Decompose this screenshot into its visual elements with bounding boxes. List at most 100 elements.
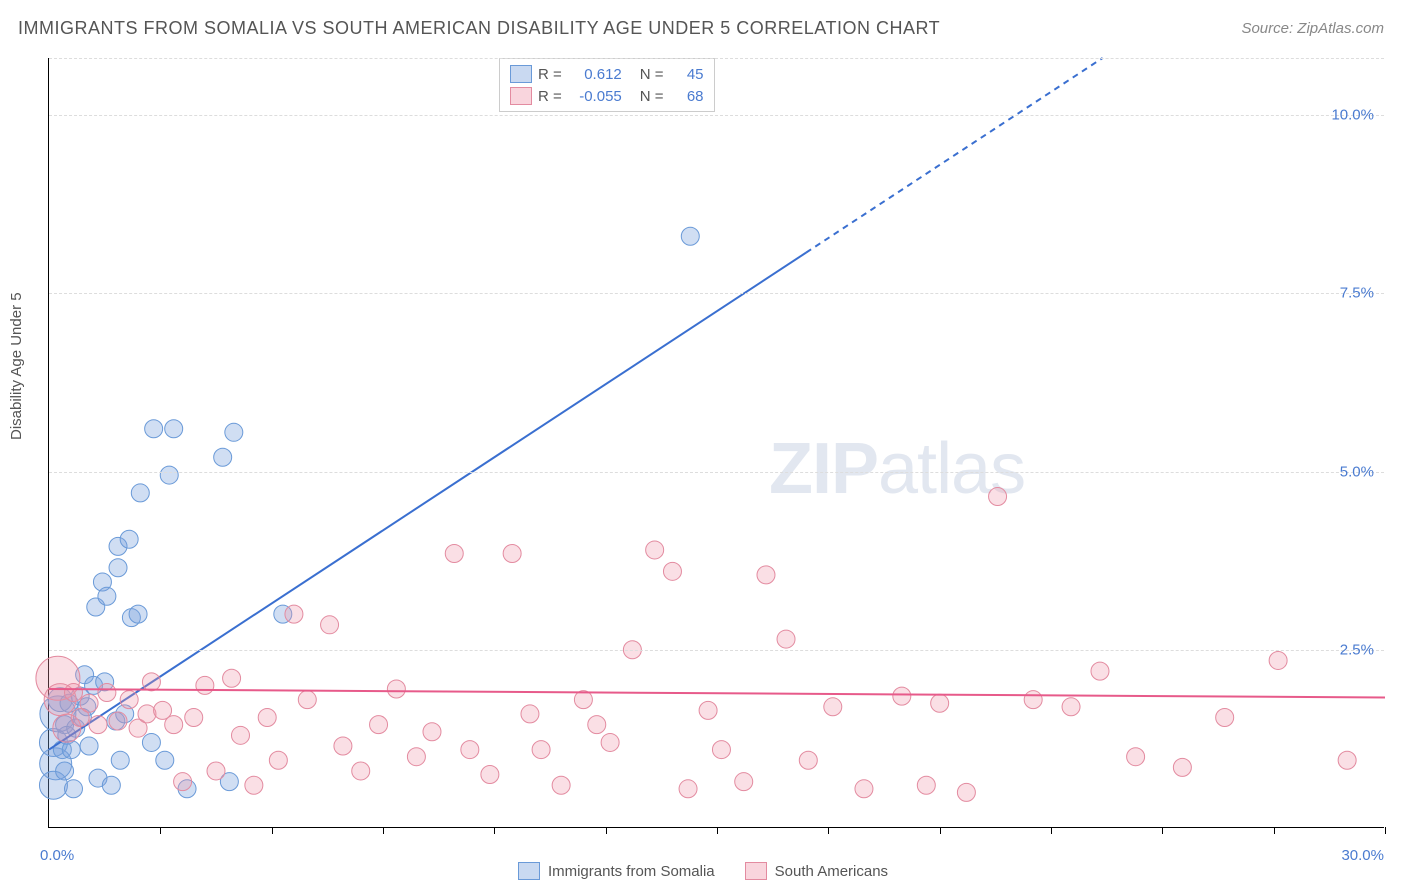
y-tick-label: 2.5%	[1340, 641, 1374, 658]
n-label: N =	[640, 88, 664, 105]
data-point	[131, 484, 149, 502]
data-point	[165, 420, 183, 438]
data-point	[225, 423, 243, 441]
n-value: 45	[674, 66, 704, 83]
legend-swatch	[510, 87, 532, 105]
data-point	[1091, 662, 1109, 680]
x-tick	[1385, 827, 1386, 834]
data-point	[663, 562, 681, 580]
data-point	[893, 687, 911, 705]
x-tick	[1051, 827, 1052, 834]
gridline	[49, 293, 1384, 294]
data-point	[145, 420, 163, 438]
plot-area: ZIPatlas R =0.612N =45R =-0.055N =68 2.5…	[48, 58, 1384, 828]
data-point	[407, 748, 425, 766]
legend-label: South Americans	[775, 863, 888, 880]
gridline	[49, 115, 1384, 116]
data-point	[64, 780, 82, 798]
y-tick-label: 5.0%	[1340, 463, 1374, 480]
data-point	[931, 694, 949, 712]
x-tick	[494, 827, 495, 834]
data-point	[120, 530, 138, 548]
data-point	[129, 605, 147, 623]
y-axis-label: Disability Age Under 5	[8, 292, 25, 440]
data-point	[98, 684, 116, 702]
legend-label: Immigrants from Somalia	[548, 863, 715, 880]
stats-legend-row: R = -0.055 N = 68	[510, 85, 704, 107]
data-point	[64, 684, 82, 702]
data-point	[196, 676, 214, 694]
data-point	[269, 751, 287, 769]
gridline	[49, 472, 1384, 473]
data-point	[532, 741, 550, 759]
data-point	[370, 716, 388, 734]
data-point	[917, 776, 935, 794]
data-point	[679, 780, 697, 798]
data-point	[89, 716, 107, 734]
gridline	[49, 650, 1384, 651]
data-point	[80, 737, 98, 755]
data-point	[109, 712, 127, 730]
chart-title: IMMIGRANTS FROM SOMALIA VS SOUTH AMERICA…	[18, 18, 940, 39]
data-point	[824, 698, 842, 716]
data-point	[142, 733, 160, 751]
data-point	[111, 751, 129, 769]
data-point	[699, 701, 717, 719]
gridline	[49, 58, 1384, 59]
x-tick	[606, 827, 607, 834]
data-point	[503, 545, 521, 563]
data-point	[799, 751, 817, 769]
legend-swatch	[510, 65, 532, 83]
data-point	[352, 762, 370, 780]
x-tick	[717, 827, 718, 834]
data-point	[298, 691, 316, 709]
data-point	[109, 559, 127, 577]
data-point	[855, 780, 873, 798]
data-point	[165, 716, 183, 734]
bottom-legend-item: Immigrants from Somalia	[518, 862, 715, 880]
data-point	[461, 741, 479, 759]
x-tick	[940, 827, 941, 834]
n-label: N =	[640, 66, 664, 83]
data-point	[214, 448, 232, 466]
x-tick-label-30: 30.0%	[1341, 847, 1384, 864]
data-point	[1216, 708, 1234, 726]
bottom-legend-item: South Americans	[745, 862, 888, 880]
chart-svg	[49, 58, 1384, 827]
stats-legend-row: R =0.612N =45	[510, 63, 704, 85]
data-point	[777, 630, 795, 648]
data-point	[207, 762, 225, 780]
legend-swatch	[745, 862, 767, 880]
data-point	[588, 716, 606, 734]
data-point	[712, 741, 730, 759]
data-point	[423, 723, 441, 741]
x-tick-label-0: 0.0%	[40, 847, 74, 864]
n-value: 68	[674, 88, 704, 105]
data-point	[1127, 748, 1145, 766]
data-point	[174, 773, 192, 791]
x-tick	[160, 827, 161, 834]
data-point	[285, 605, 303, 623]
data-point	[321, 616, 339, 634]
x-tick	[383, 827, 384, 834]
data-point	[1269, 651, 1287, 669]
data-point	[735, 773, 753, 791]
r-value: -0.055	[572, 88, 622, 105]
data-point	[223, 669, 241, 687]
data-point	[481, 766, 499, 784]
data-point	[1173, 758, 1191, 776]
data-point	[138, 705, 156, 723]
data-point	[98, 587, 116, 605]
data-point	[160, 466, 178, 484]
r-value: 0.612	[572, 66, 622, 83]
data-point	[258, 708, 276, 726]
r-label: R =	[538, 88, 562, 105]
source-attribution: Source: ZipAtlas.com	[1241, 20, 1384, 37]
data-point	[387, 680, 405, 698]
trend-line-dashed	[806, 58, 1103, 253]
data-point	[80, 694, 98, 712]
trend-line	[49, 689, 1385, 698]
data-point	[681, 227, 699, 245]
data-point	[62, 741, 80, 759]
data-point	[185, 708, 203, 726]
